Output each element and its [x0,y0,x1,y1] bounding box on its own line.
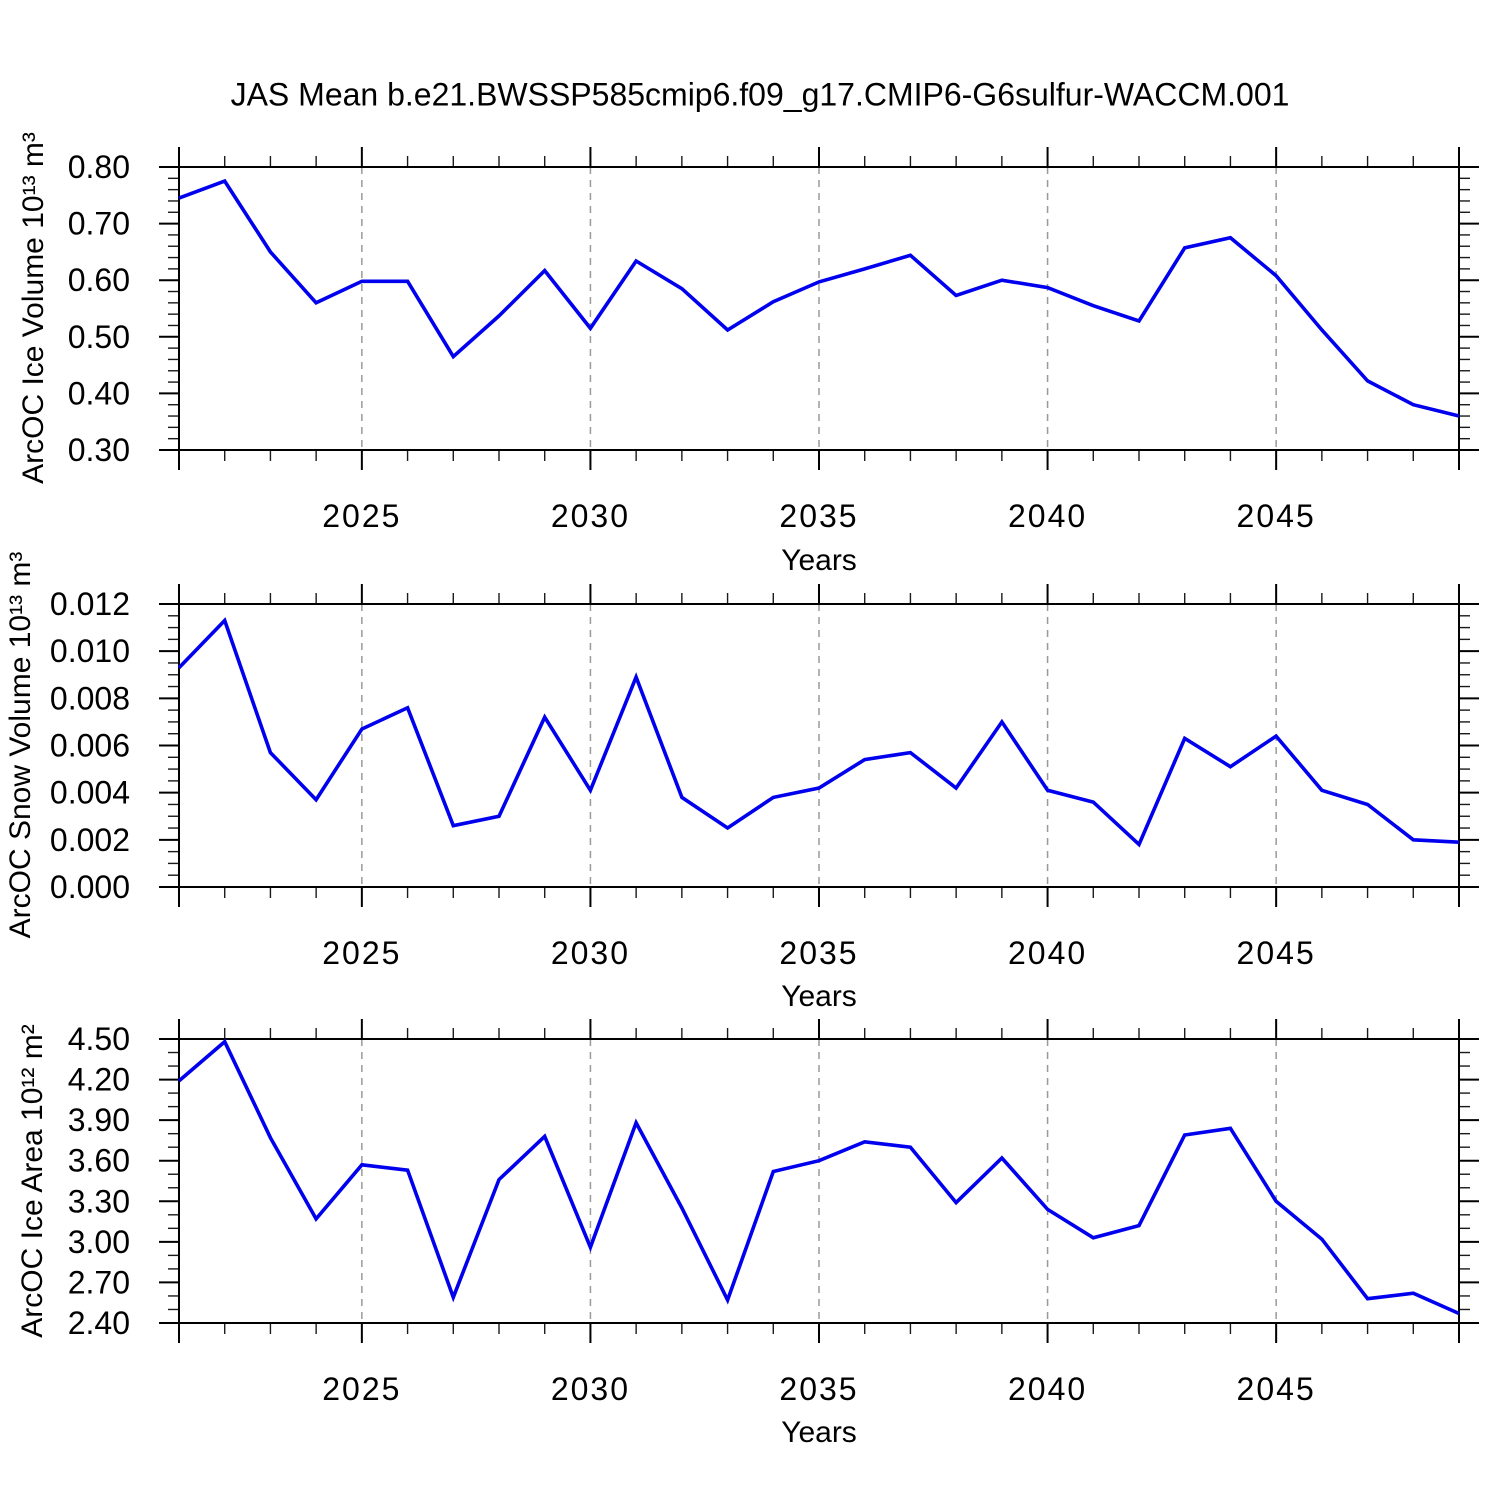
x-tick-label: 2045 [1237,1371,1316,1407]
x-tick-label: 2035 [779,1371,858,1407]
x-axis-title-panel2: Years [781,980,857,1013]
y-tick-label: 3.30 [68,1183,130,1219]
y-tick-label: 0.80 [68,149,130,185]
y-tick-label: 3.00 [68,1224,130,1260]
y-tick-label: 0.000 [50,869,130,905]
x-tick-label: 2045 [1237,498,1316,534]
y-tick-label: 0.012 [50,586,130,622]
y-tick-label: 0.006 [50,728,130,764]
x-tick-label: 2035 [779,935,858,971]
x-tick-label: 2025 [322,1371,401,1407]
x-tick-label: 2025 [322,935,401,971]
y-tick-label: 0.010 [50,633,130,669]
panel-arcoc_ice_area: 2.40 2.70 3.00 3.30 3.60 3.90 4.20 4.50 2025 2030… [68,1019,1479,1407]
y-axis-title-ice-volume: ArcOC Ice Volume 10¹³ m³ [17,132,50,484]
x-tick-label: 2045 [1237,935,1316,971]
data-line-arcoc_ice_area [177,1038,1460,1316]
y-tick-label: 0.50 [68,319,130,355]
x-tick-label: 2035 [779,498,858,534]
panel-arcoc_snow_volume: 0.000 0.002 0.004 0.006 0.008 0.010 0.012 2025 2… [50,584,1479,971]
y-axis-title-ice-area: ArcOC Ice Area 10¹² m² [16,1024,49,1338]
plot-frame [178,166,1460,451]
y-tick-label: 3.90 [68,1102,130,1138]
y-tick-label: 0.30 [68,432,130,468]
x-tick-label: 2040 [1008,498,1087,534]
x-axis-title-panel1: Years [781,544,857,577]
panel-arcoc_ice_volume: 0.30 0.40 0.50 0.60 0.70 0.80 2025 2030 2035 2040… [68,147,1479,534]
data-line-arcoc_ice_volume [178,178,1460,418]
y-tick-label: 0.004 [50,775,130,811]
y-tick-label: 4.20 [68,1062,130,1098]
plot-frame [178,1038,1460,1324]
y-tick-label: 4.50 [68,1021,130,1057]
x-tick-label: 2030 [551,1371,630,1407]
y-tick-label: 2.70 [68,1264,130,1300]
x-tick-label: 2025 [322,498,401,534]
plot-frame [178,603,1460,888]
chart-title: JAS Mean b.e21.BWSSP585cmip6.f09_g17.CMI… [230,76,1290,113]
y-tick-label: 2.40 [68,1305,130,1341]
data-line-arcoc_snow_volume [177,617,1460,848]
y-tick-label: 3.60 [68,1143,130,1179]
x-tick-label: 2040 [1008,935,1087,971]
x-axis-title-panel3: Years [781,1416,857,1449]
y-tick-label: 0.60 [68,262,130,298]
x-tick-label: 2040 [1008,1371,1087,1407]
y-axis-title-snow-volume: ArcOC Snow Volume 10¹³ m³ [4,551,37,939]
y-tick-label: 0.40 [68,375,130,411]
y-tick-label: 0.002 [50,822,130,858]
x-tick-label: 2030 [551,935,630,971]
x-tick-label: 2030 [551,498,630,534]
y-tick-label: 0.70 [68,206,130,242]
y-tick-label: 0.008 [50,680,130,716]
